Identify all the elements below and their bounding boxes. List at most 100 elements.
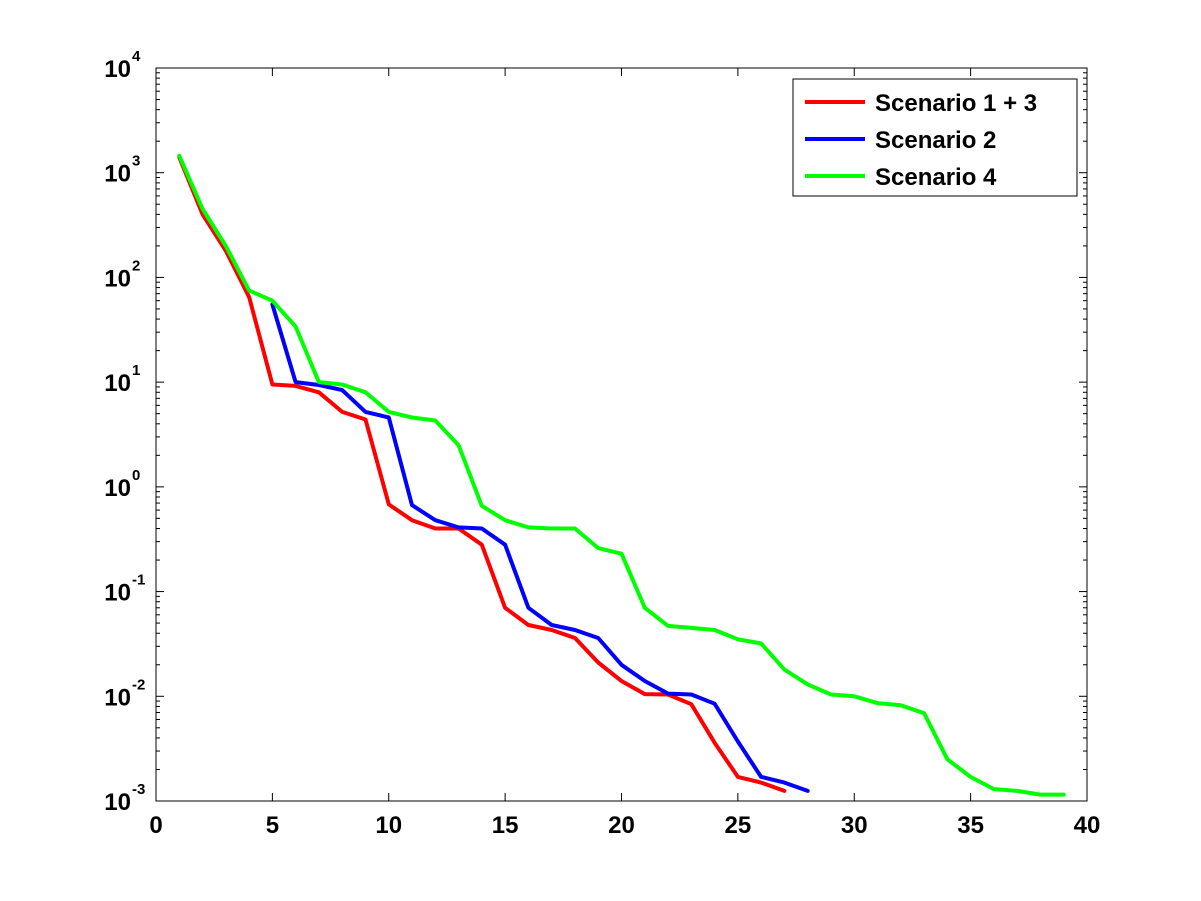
data-point — [457, 525, 461, 529]
y-tick-label: 10 — [104, 265, 131, 292]
data-point — [666, 624, 670, 628]
data-point — [387, 416, 391, 419]
data-point — [713, 702, 717, 706]
data-point — [573, 636, 577, 640]
data-point — [596, 661, 600, 664]
data-point — [410, 518, 414, 522]
data-point — [364, 390, 367, 394]
data-point — [782, 668, 786, 672]
data-point — [713, 741, 717, 745]
data-point — [689, 702, 693, 706]
data-point — [177, 154, 181, 158]
data-point — [620, 552, 623, 556]
x-tick-label: 20 — [608, 812, 635, 839]
data-point — [573, 628, 577, 632]
y-tick-label: 10 — [104, 161, 131, 188]
data-point — [992, 787, 996, 791]
data-point — [294, 325, 298, 328]
data-point — [596, 546, 600, 550]
data-point — [806, 682, 810, 686]
x-tick-label: 5 — [266, 812, 279, 839]
data-point — [899, 703, 903, 707]
data-point — [526, 606, 530, 610]
data-point — [876, 701, 879, 705]
x-tick-label: 30 — [841, 812, 868, 839]
data-point — [270, 383, 274, 386]
data-point — [387, 410, 391, 414]
data-point — [852, 694, 856, 698]
legend: Scenario 1 + 3 Scenario 2 Scenario 4 — [792, 78, 1078, 197]
y-tick-exponent: 3 — [132, 153, 140, 170]
data-point — [294, 380, 298, 384]
data-point — [526, 623, 530, 627]
data-point — [573, 527, 577, 530]
x-tick-label: 10 — [375, 812, 402, 839]
data-point — [480, 504, 484, 508]
y-tick-exponent: -1 — [132, 572, 145, 589]
x-tick-label: 35 — [957, 812, 984, 839]
y-tick-exponent: 0 — [132, 467, 140, 484]
data-point — [340, 410, 344, 414]
y-tick-label: 10 — [104, 789, 131, 816]
data-point — [340, 388, 344, 392]
data-point — [294, 384, 298, 388]
data-point — [410, 416, 414, 419]
data-point — [526, 525, 530, 529]
y-tick-label: 10 — [104, 370, 131, 397]
data-point — [503, 518, 507, 522]
legend-label: Scenario 4 — [875, 164, 997, 191]
x-tick-label: 15 — [492, 812, 519, 839]
y-tick-label: 10 — [104, 56, 131, 83]
data-point — [364, 410, 367, 414]
data-point — [433, 419, 437, 422]
data-point — [829, 693, 833, 696]
data-point — [782, 789, 786, 793]
data-point — [969, 775, 973, 779]
data-point — [317, 380, 321, 384]
data-point — [643, 679, 647, 683]
data-point — [782, 781, 786, 785]
data-point — [503, 543, 507, 547]
data-point — [387, 502, 391, 506]
data-point — [806, 789, 810, 793]
data-point — [689, 693, 693, 696]
legend-label: Scenario 1 + 3 — [875, 90, 1037, 117]
data-point — [247, 295, 251, 299]
y-tick-exponent: -2 — [132, 676, 145, 693]
series-line-2 — [270, 302, 810, 793]
data-point — [620, 663, 623, 667]
y-tick-exponent: 1 — [132, 362, 140, 379]
data-point — [759, 775, 763, 779]
x-tick-label: 40 — [1074, 812, 1101, 839]
y-tick-label: 10 — [104, 580, 131, 607]
y-tick-label: 10 — [104, 684, 131, 711]
data-point — [270, 299, 274, 303]
series-layer — [177, 153, 1066, 797]
data-point — [457, 443, 461, 447]
data-point — [503, 606, 507, 610]
data-point — [433, 518, 437, 522]
data-point — [1062, 793, 1066, 797]
data-point — [736, 740, 740, 743]
data-point — [736, 637, 740, 641]
data-point — [759, 641, 763, 645]
data-point — [1015, 789, 1019, 793]
data-point — [550, 628, 554, 632]
data-point — [317, 383, 321, 387]
data-point — [922, 711, 926, 715]
y-tick-label: 10 — [104, 475, 131, 502]
data-point — [364, 418, 367, 421]
y-tick-exponent: -3 — [132, 781, 145, 798]
data-point — [410, 503, 414, 507]
data-point — [666, 692, 670, 696]
data-point — [713, 628, 717, 632]
data-point — [201, 207, 205, 211]
data-point — [736, 775, 740, 779]
data-point — [480, 543, 484, 547]
data-point — [759, 781, 763, 785]
data-point — [247, 289, 251, 292]
data-point — [550, 623, 554, 627]
data-point — [340, 383, 344, 386]
legend-label: Scenario 2 — [875, 127, 996, 154]
